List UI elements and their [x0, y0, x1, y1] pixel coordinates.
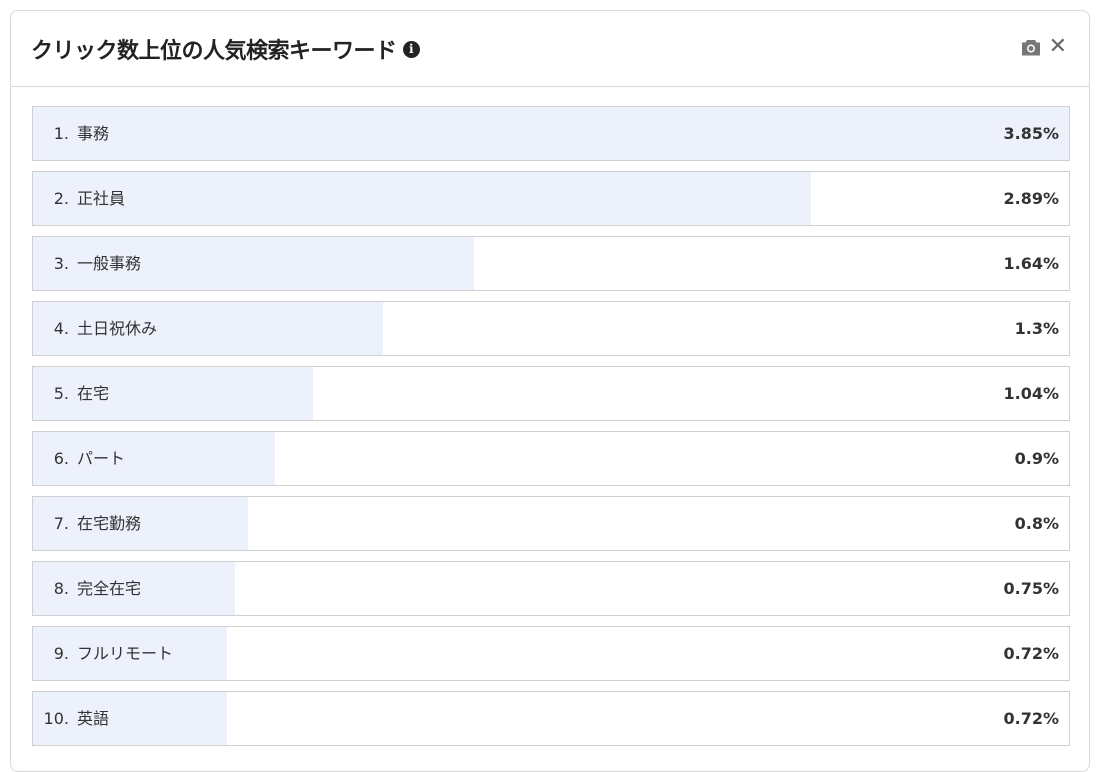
percentage: 0.75%: [1003, 579, 1059, 598]
percentage: 3.85%: [1003, 124, 1059, 143]
keyword-row[interactable]: 5. 在宅 1.04%: [32, 366, 1070, 421]
title-text: クリック数上位の人気検索キーワード: [31, 39, 397, 64]
rank: 7.: [53, 514, 69, 533]
bar-fill: [33, 302, 383, 355]
keyword: 正社員: [77, 189, 126, 208]
keyword-row[interactable]: 1. 事務 3.85%: [32, 106, 1070, 161]
bar-fill: [33, 367, 313, 420]
keyword-label: 7. 在宅勤務: [33, 497, 141, 550]
rank: 1.: [53, 124, 69, 143]
keyword-row[interactable]: 4. 土日祝休み 1.3%: [32, 301, 1070, 356]
keyword-label: 3. 一般事務: [33, 237, 141, 290]
close-icon[interactable]: ✕: [1048, 34, 1067, 59]
keyword-row[interactable]: 8. 完全在宅 0.75%: [32, 561, 1070, 616]
keyword: 在宅勤務: [77, 514, 142, 533]
rank: 9.: [53, 644, 69, 663]
keyword: 事務: [77, 124, 110, 143]
keyword: 土日祝休み: [77, 319, 158, 338]
bar-fill: [33, 627, 227, 680]
bar-fill: [33, 172, 811, 225]
percentage: 1.3%: [1014, 319, 1059, 338]
keyword-label: 8. 完全在宅: [33, 562, 141, 615]
rank: 10.: [43, 709, 69, 728]
keyword-label: 5. 在宅: [33, 367, 109, 420]
keyword-row[interactable]: 3. 一般事務 1.64%: [32, 236, 1070, 291]
card-title: クリック数上位の人気検索キーワード i: [31, 33, 420, 65]
percentage: 2.89%: [1003, 189, 1059, 208]
keyword: 在宅: [77, 384, 110, 403]
keyword-label: 1. 事務: [33, 107, 109, 160]
percentage: 1.04%: [1003, 384, 1059, 403]
bar-fill: [33, 432, 276, 485]
card-header: クリック数上位の人気検索キーワード i ✕: [11, 11, 1089, 87]
percentage: 1.64%: [1003, 254, 1059, 273]
keyword: 英語: [77, 709, 110, 728]
info-icon[interactable]: i: [402, 40, 420, 58]
keyword: パート: [77, 449, 126, 468]
keyword: フルリモート: [77, 644, 174, 663]
keyword-row[interactable]: 7. 在宅勤務 0.8%: [32, 496, 1070, 551]
rank: 3.: [53, 254, 69, 273]
rank: 8.: [53, 579, 69, 598]
bar-fill: [33, 497, 249, 550]
keyword-row[interactable]: 6. パート 0.9%: [32, 431, 1070, 486]
keyword-card: クリック数上位の人気検索キーワード i ✕ 1. 事務 3.85% 2. 正社員 2…: [10, 10, 1090, 772]
percentage: 0.72%: [1003, 644, 1059, 663]
rank: 2.: [53, 189, 69, 208]
camera-icon[interactable]: [1021, 39, 1041, 56]
keyword: 一般事務: [77, 254, 142, 273]
percentage: 0.72%: [1003, 709, 1059, 728]
keyword-label: 10. 英語: [33, 692, 109, 745]
bar-fill: [33, 237, 475, 290]
keyword-label: 2. 正社員: [33, 172, 125, 225]
keyword-row[interactable]: 10. 英語 0.72%: [32, 691, 1070, 746]
bar-fill: [33, 562, 235, 615]
keyword-label: 6. パート: [33, 432, 125, 485]
keyword-label: 4. 土日祝休み: [33, 302, 157, 355]
percentage: 0.9%: [1014, 449, 1059, 468]
rank: 5.: [53, 384, 69, 403]
rank: 4.: [53, 319, 69, 338]
keyword-row[interactable]: 9. フルリモート 0.72%: [32, 626, 1070, 681]
rank: 6.: [53, 449, 69, 468]
keyword-label: 9. フルリモート: [33, 627, 173, 680]
percentage: 0.8%: [1014, 514, 1059, 533]
bar-fill: [33, 692, 227, 745]
bar-fill: [33, 107, 1069, 160]
keyword: 完全在宅: [77, 579, 142, 598]
keyword-row[interactable]: 2. 正社員 2.89%: [32, 171, 1070, 226]
